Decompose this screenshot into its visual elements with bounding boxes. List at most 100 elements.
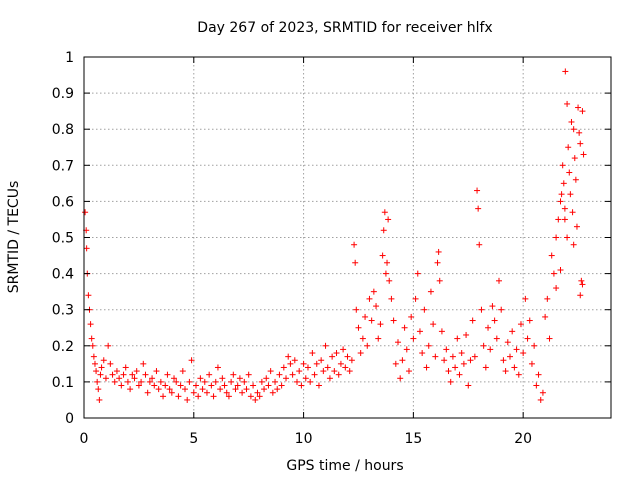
data-point xyxy=(560,180,567,187)
data-point xyxy=(324,364,331,371)
data-point xyxy=(351,241,358,248)
data-point xyxy=(562,68,569,75)
data-point xyxy=(98,364,105,371)
data-point xyxy=(195,393,202,400)
data-point xyxy=(432,353,439,360)
data-point xyxy=(208,382,215,389)
data-point xyxy=(502,368,509,375)
data-point xyxy=(88,335,95,342)
data-point xyxy=(247,393,254,400)
data-point xyxy=(85,292,92,299)
data-point xyxy=(160,393,167,400)
data-point xyxy=(577,140,584,147)
y-tick-label: 0.2 xyxy=(52,339,74,355)
data-point xyxy=(568,118,575,125)
data-point xyxy=(480,342,487,349)
data-point xyxy=(458,350,465,357)
data-point xyxy=(537,396,544,403)
data-point xyxy=(283,375,290,382)
data-point xyxy=(475,205,482,212)
data-point xyxy=(90,353,97,360)
data-point xyxy=(382,270,389,277)
data-point xyxy=(276,371,283,378)
y-tick-label: 0.8 xyxy=(52,122,74,138)
data-point xyxy=(482,364,489,371)
data-point xyxy=(515,371,522,378)
data-point xyxy=(140,360,147,367)
x-tick-label: 0 xyxy=(80,431,89,447)
data-point xyxy=(557,198,564,205)
data-point xyxy=(353,306,360,313)
data-point xyxy=(567,191,574,198)
data-point xyxy=(423,364,430,371)
data-point xyxy=(166,386,173,393)
data-point xyxy=(293,378,300,385)
y-tick-label: 0.9 xyxy=(52,86,74,102)
data-point xyxy=(97,371,104,378)
data-point xyxy=(225,393,232,400)
data-point xyxy=(434,259,441,266)
data-point xyxy=(569,209,576,216)
x-tick-labels: 0 5 10 15 20 xyxy=(80,431,533,447)
data-point xyxy=(129,371,136,378)
data-point xyxy=(385,216,392,223)
data-point xyxy=(384,259,391,266)
data-point xyxy=(570,241,577,248)
data-point xyxy=(412,295,419,302)
data-point xyxy=(467,357,474,364)
data-point xyxy=(153,368,160,375)
data-point xyxy=(535,371,542,378)
data-point xyxy=(445,368,452,375)
data-point xyxy=(124,378,131,385)
data-point xyxy=(151,382,158,389)
data-point xyxy=(120,371,127,378)
data-point xyxy=(425,342,432,349)
y-tick-label: 0.1 xyxy=(52,375,74,391)
data-point xyxy=(300,360,307,367)
data-point xyxy=(331,368,338,375)
data-point xyxy=(256,393,263,400)
data-point xyxy=(105,342,112,349)
data-point xyxy=(83,245,90,252)
data-point xyxy=(267,368,274,375)
data-point xyxy=(149,375,156,382)
data-point xyxy=(553,234,560,241)
data-point xyxy=(392,360,399,367)
data-point xyxy=(561,205,568,212)
data-point xyxy=(388,295,395,302)
data-point xyxy=(307,378,314,385)
data-point xyxy=(377,321,384,328)
data-point xyxy=(506,353,513,360)
data-point xyxy=(236,375,243,382)
data-point xyxy=(82,209,89,216)
data-point xyxy=(355,324,362,331)
data-point xyxy=(287,360,294,367)
data-point xyxy=(553,285,560,292)
data-point xyxy=(241,378,248,385)
data-point xyxy=(197,375,204,382)
data-point xyxy=(320,368,327,375)
data-point xyxy=(214,364,221,371)
data-point xyxy=(318,357,325,364)
data-point xyxy=(113,368,120,375)
data-point xyxy=(302,375,309,382)
data-point xyxy=(164,371,171,378)
data-point xyxy=(304,364,311,371)
y-tick-label: 0.5 xyxy=(52,231,74,247)
data-point xyxy=(357,350,364,357)
data-point xyxy=(474,187,481,194)
data-point xyxy=(254,389,261,396)
data-point xyxy=(111,378,118,385)
data-point xyxy=(463,331,470,338)
data-point xyxy=(217,386,224,393)
data-point xyxy=(116,375,123,382)
axis-ticks xyxy=(83,56,611,419)
data-point xyxy=(491,317,498,324)
data-point xyxy=(333,350,340,357)
x-axis-label: GPS time / hours xyxy=(286,458,403,474)
data-point xyxy=(531,342,538,349)
data-point xyxy=(274,386,281,393)
data-point xyxy=(366,295,373,302)
data-point xyxy=(346,368,353,375)
data-point xyxy=(443,346,450,353)
